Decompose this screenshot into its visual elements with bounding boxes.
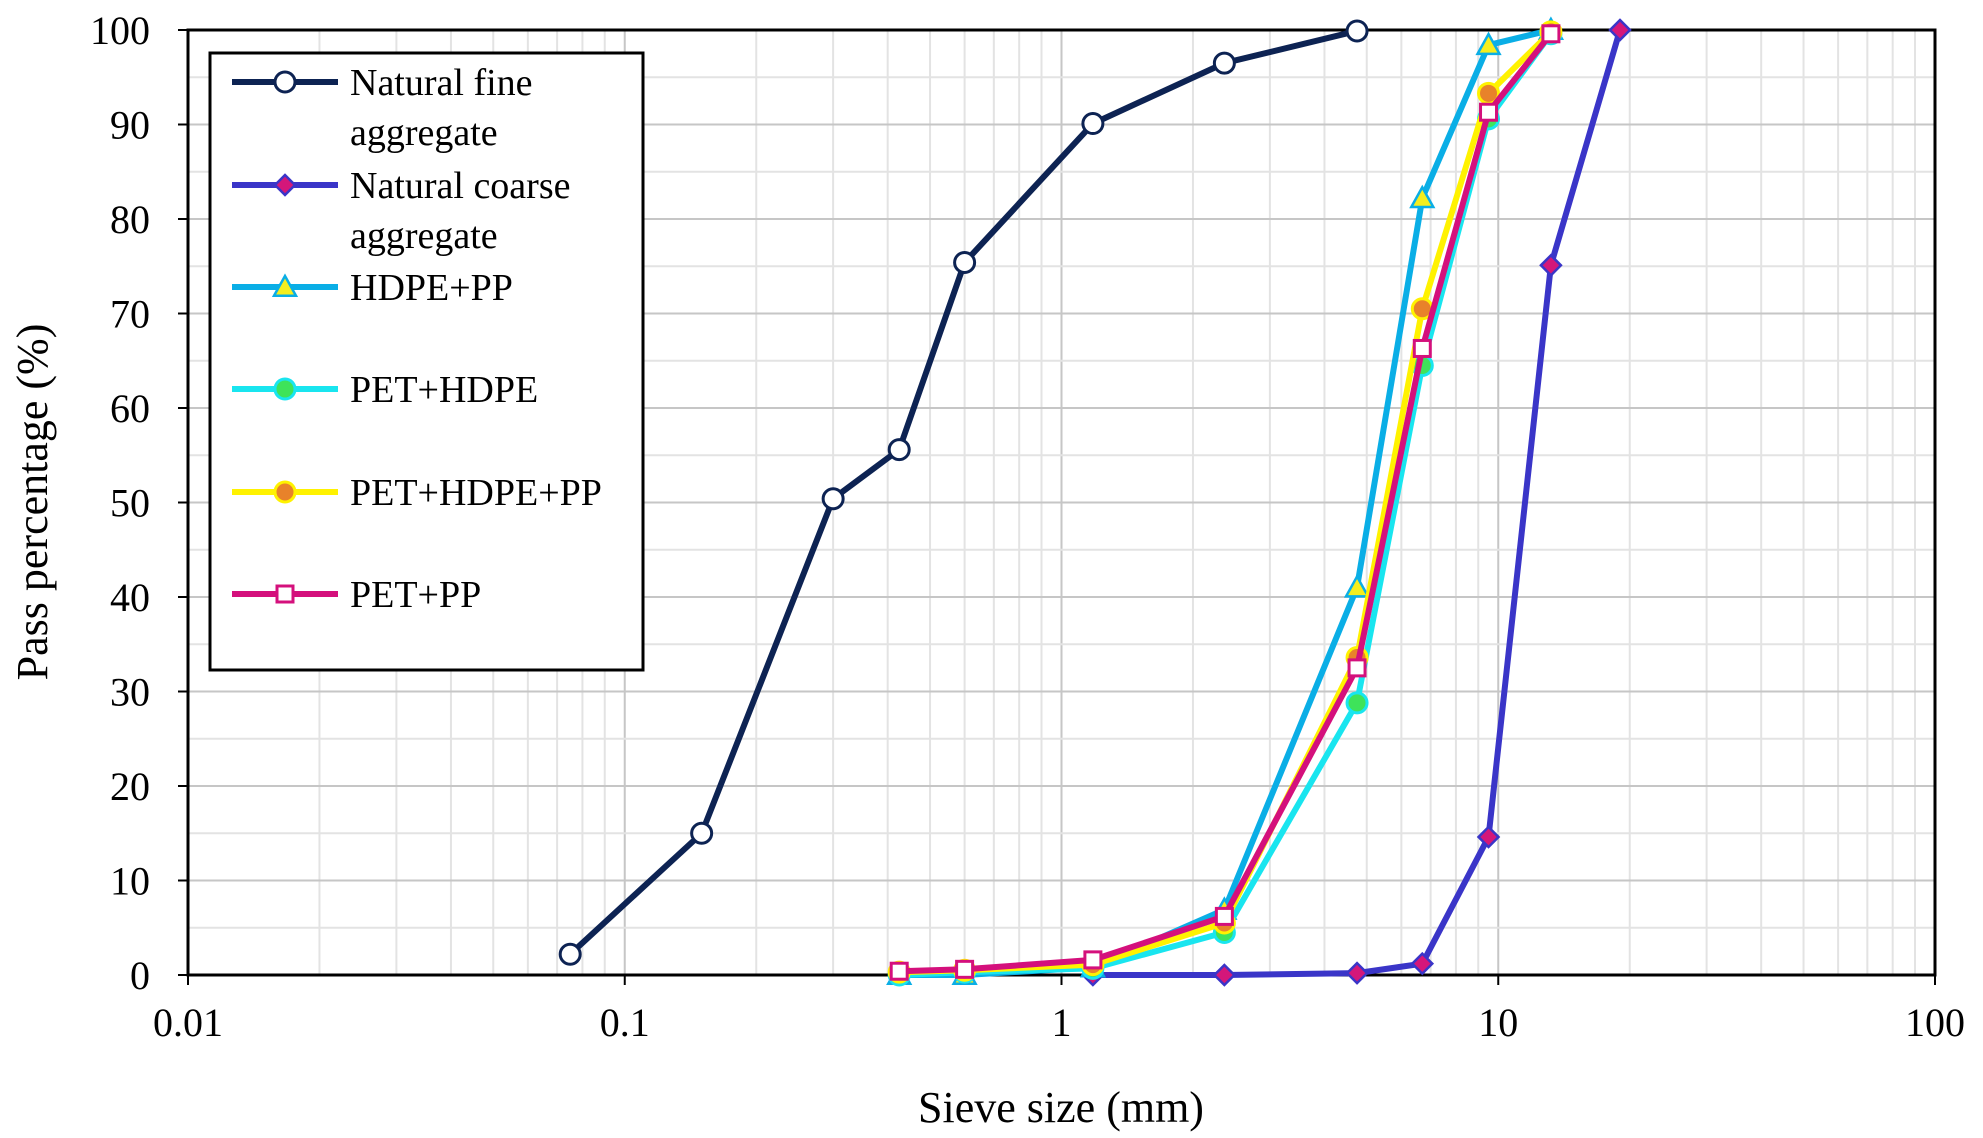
data-point-natural-fine-aggregate [1212,51,1236,75]
legend-marker-natural-fine-aggregate [273,70,297,94]
data-point-natural-coarse-aggregate [1476,825,1501,849]
x-tick-label: 100 [1905,1000,1965,1045]
data-point-pet-pp [1541,24,1561,44]
data-point-hdpe-pp [1475,31,1502,56]
y-tick-label: 90 [110,103,150,148]
y-axis-title: Pass percentage (%) [8,324,57,681]
series-line-pet-pp [896,30,1554,975]
y-tick-label: 0 [130,953,150,998]
legend-marker-pet-hdpe [273,377,297,401]
legend-item-pet-pp: PET+PP [232,574,481,616]
legend-label-pet-pp: PET+PP [350,574,481,616]
y-tick-label: 20 [110,764,150,809]
data-point-pet-pp [1214,906,1234,926]
legend-marker-pet-pp [275,584,295,604]
legend-item-natural-fine-aggregate: Natural fine aggregate [232,62,533,154]
y-tick-label: 30 [110,670,150,715]
x-tick-label: 10 [1478,1000,1518,1045]
legend: Natural fine aggregate Natural coarse aggre… [208,51,645,672]
y-tick-label: 10 [110,859,150,904]
legend-label-hdpe-pp: HDPE+PP [350,267,513,309]
data-point-natural-coarse-aggregate [1345,961,1369,985]
legend-label-pet-hdpe: PET+HDPE [350,369,538,411]
series-natural-coarse-aggregate [1081,18,1632,987]
data-point-natural-coarse-aggregate [1539,253,1563,278]
legend-label-pet-hdpe-pp: PET+HDPE+PP [350,472,602,514]
y-tick-label: 50 [110,481,150,526]
legend-item-hdpe-pp: HDPE+PP [232,267,513,309]
legend-item-pet-hdpe: PET+HDPE [232,369,538,411]
axis-ticks: 0.01 0.1 1 10 100 0 10 20 30 40 50 60 70 80 90 100 [90,8,1965,1045]
legend-marker-pet-hdpe-pp [273,480,297,504]
series-natural-fine-aggregate [558,19,1369,966]
data-point-pet-pp [1412,338,1432,358]
legend-label-natural-coarse-aggregate: Natural coarse [350,165,571,207]
x-tick-label: 0.1 [600,1000,650,1045]
legend-item-pet-hdpe-pp: PET+HDPE+PP [232,472,602,514]
y-tick-label: 70 [110,292,150,337]
data-point-natural-fine-aggregate [887,438,911,462]
x-tick-label: 1 [1052,1000,1072,1045]
data-point-natural-coarse-aggregate [1410,951,1435,976]
data-point-natural-fine-aggregate [953,250,977,274]
legend-label-natural-coarse-aggregate: aggregate [350,215,498,257]
y-tick-label: 60 [110,386,150,431]
data-point-natural-fine-aggregate [821,487,845,511]
data-point-pet-pp [889,961,909,981]
series-line-natural-fine-aggregate [567,27,1360,958]
data-point-natural-coarse-aggregate [1212,963,1237,987]
series-pet-pp [889,24,1561,981]
data-series [558,16,1632,987]
data-point-pet-hdpe [1345,691,1369,715]
data-point-natural-coarse-aggregate [1608,18,1632,42]
data-point-natural-fine-aggregate [1081,112,1105,136]
y-tick-label: 80 [110,197,150,242]
data-point-pet-pp [1479,102,1499,122]
legend-marker-hdpe-pp [271,273,299,298]
y-tick-label: 100 [90,8,150,53]
data-point-pet-pp [955,959,975,979]
x-tick-label: 0.01 [153,1000,223,1045]
data-point-natural-fine-aggregate [1345,19,1369,43]
data-point-hdpe-pp [1343,573,1371,598]
legend-item-natural-coarse-aggregate: Natural coarse aggregate [232,165,571,257]
y-tick-label: 40 [110,575,150,620]
legend-marker-natural-coarse-aggregate [273,173,297,197]
x-axis-title: Sieve size (mm) [918,1083,1204,1132]
data-point-pet-pp [1347,658,1367,678]
data-point-pet-pp [1083,950,1103,970]
legend-label-natural-fine-aggregate: Natural fine [350,62,533,104]
legend-label-natural-fine-aggregate: aggregate [350,112,498,154]
legend-box [208,51,645,672]
data-point-hdpe-pp [1409,184,1436,209]
data-point-natural-fine-aggregate [690,821,714,845]
data-point-natural-fine-aggregate [558,942,582,966]
